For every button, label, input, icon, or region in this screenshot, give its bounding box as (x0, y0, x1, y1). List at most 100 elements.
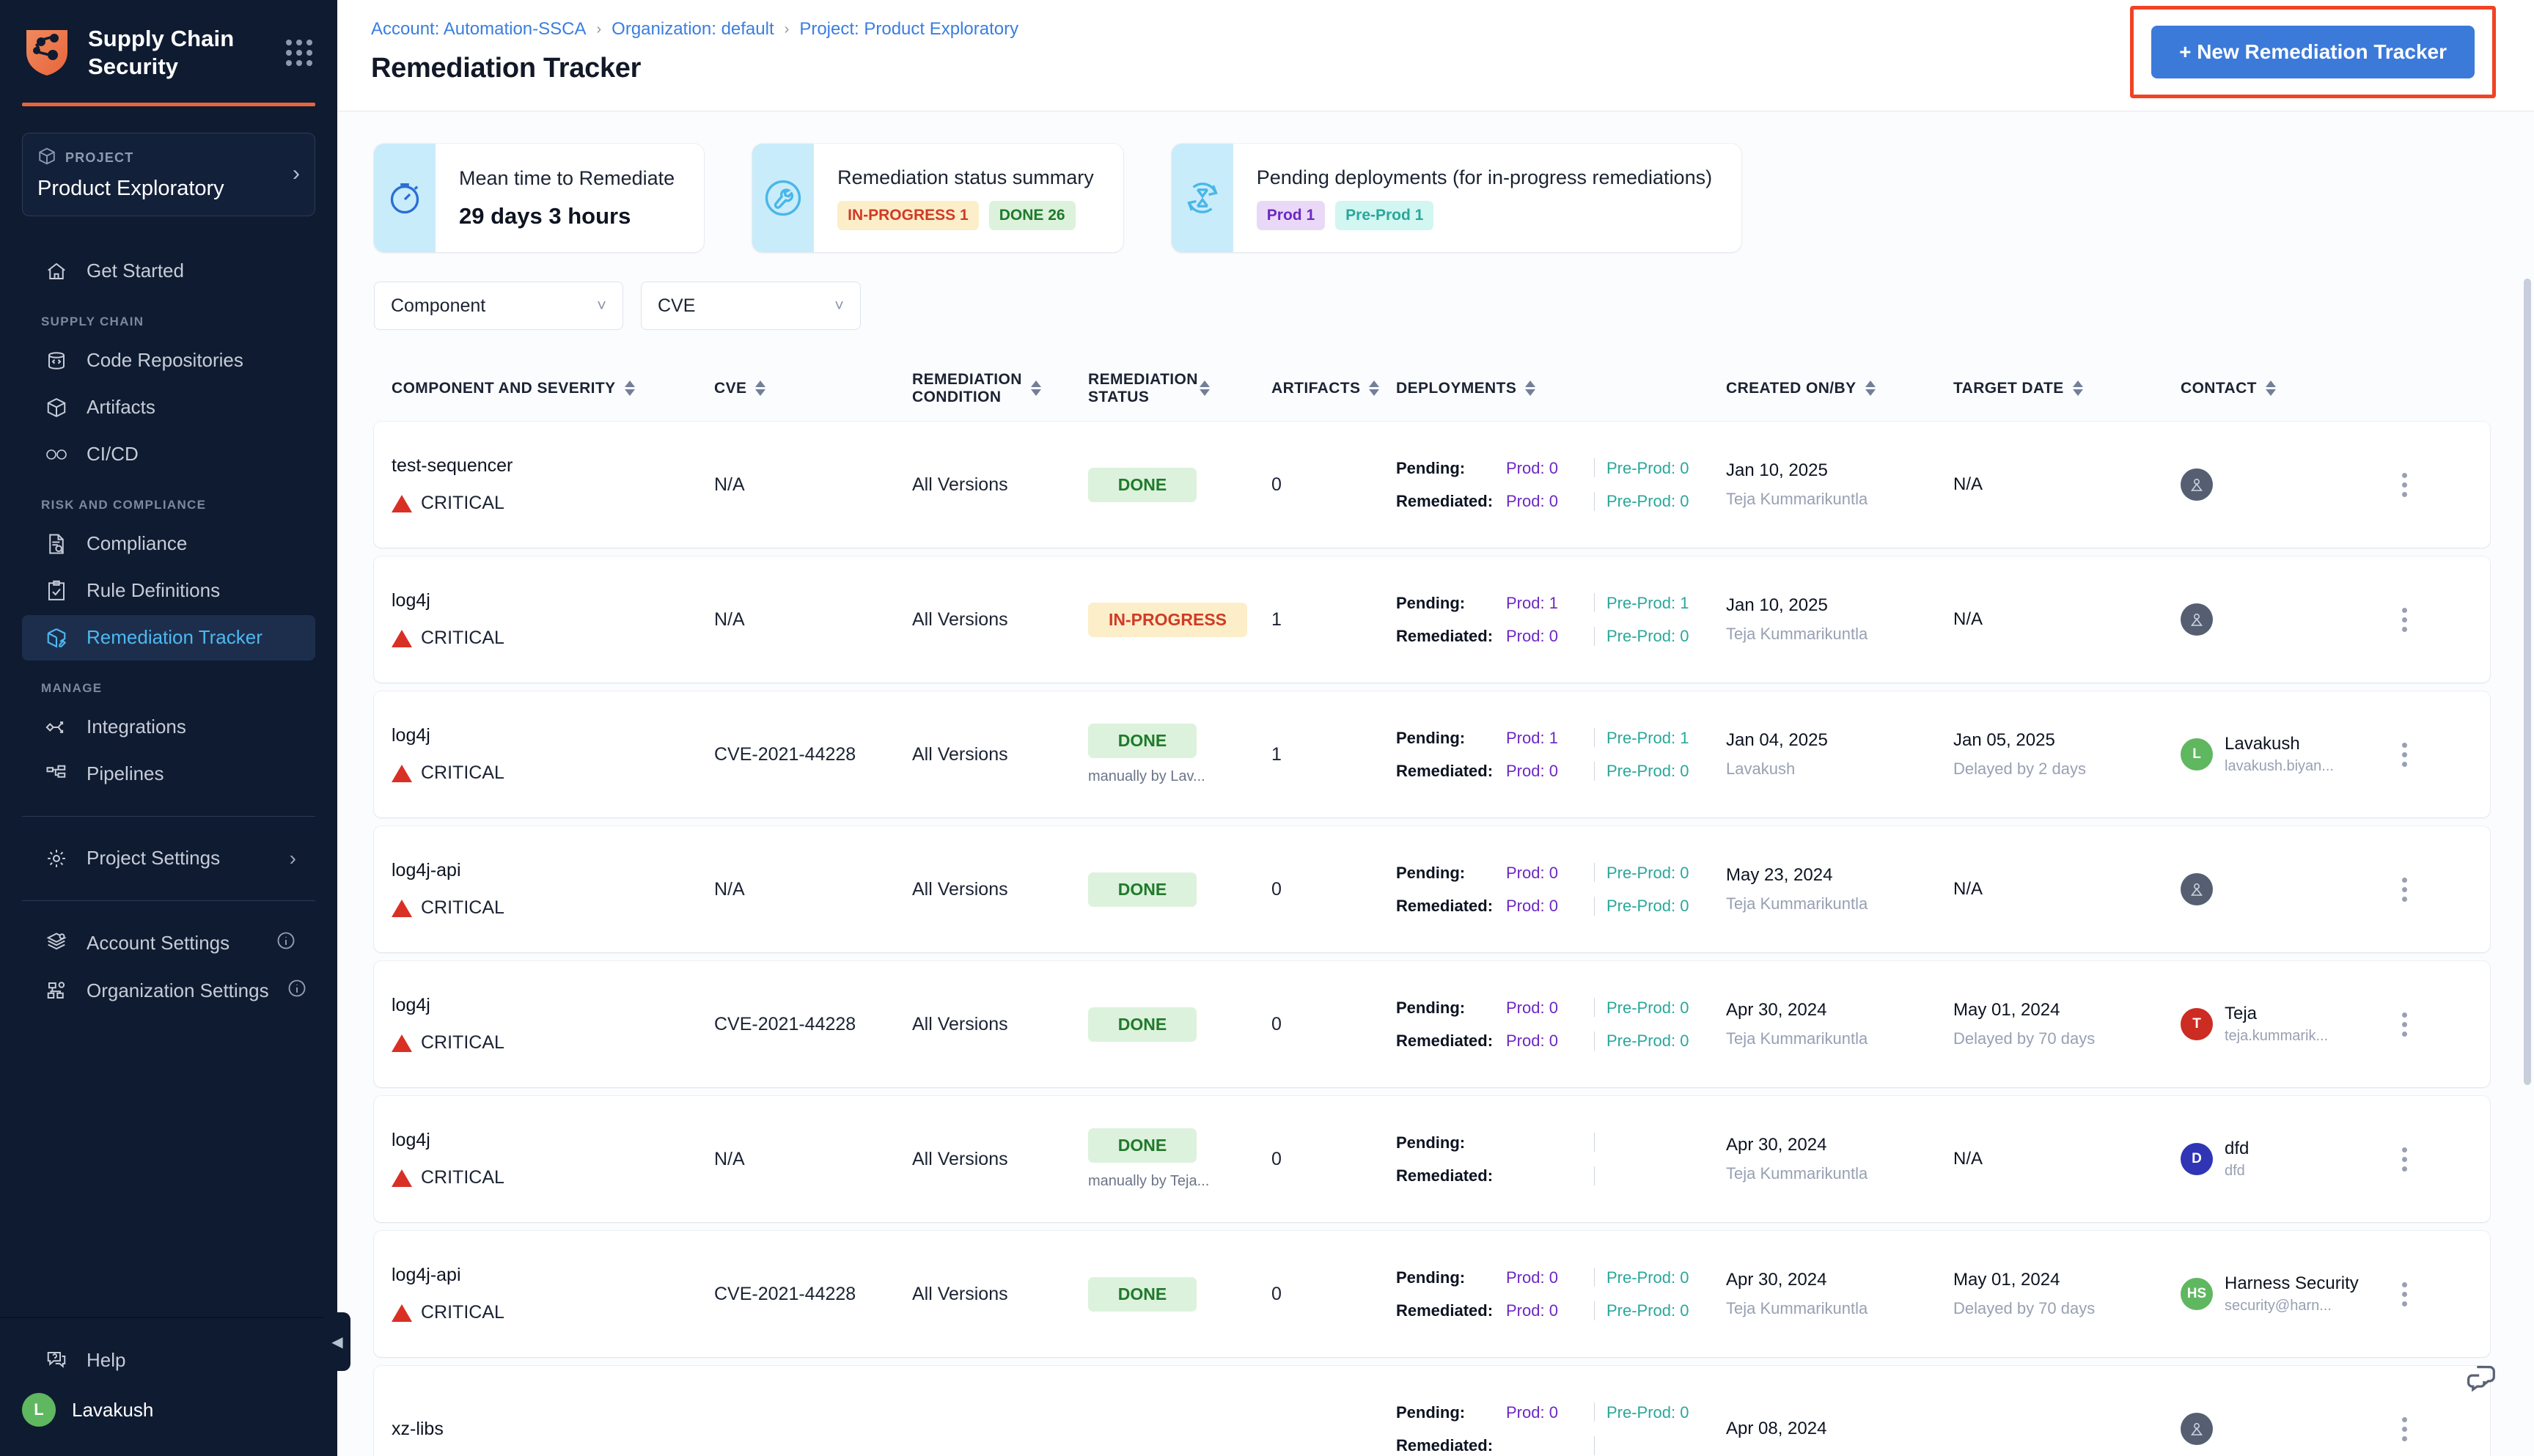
row-actions-menu-icon[interactable] (2379, 1005, 2430, 1044)
sort-icon[interactable] (624, 380, 635, 396)
column-header-component-and-severity[interactable]: COMPONENT AND SEVERITY (392, 380, 714, 397)
cell-created-on-by: Apr 30, 2024 Teja Kummarikuntla (1726, 1135, 1953, 1183)
artifacts-count: 0 (1271, 1148, 1282, 1169)
cell-artifacts: 0 (1271, 1149, 1396, 1170)
deployment-label: Remediated: (1396, 627, 1494, 646)
row-actions-menu-icon[interactable] (2379, 600, 2430, 639)
row-actions-menu-icon[interactable] (2379, 466, 2430, 504)
table-row[interactable]: log4j CRITICAL N/A All Versions DONE manu… (374, 1096, 2490, 1223)
table-row[interactable]: log4j CRITICAL N/A All Versions IN-PROGR… (374, 556, 2490, 683)
deployment-divider (1594, 998, 1595, 1018)
sidebar-item-artifacts[interactable]: Artifacts (22, 385, 315, 430)
sort-icon[interactable] (1031, 380, 1041, 397)
sort-icon[interactable] (2072, 380, 2083, 396)
sort-icon[interactable] (1200, 380, 1210, 397)
remediation-cube-icon (44, 625, 69, 650)
sidebar-item-pipelines[interactable]: Pipelines (22, 751, 315, 797)
cell-remediation-condition: All Versions (912, 879, 1088, 900)
column-header-deployments[interactable]: DEPLOYMENTS (1396, 380, 1726, 397)
sidebar-item-account-settings[interactable]: Account Settings (22, 920, 315, 966)
sort-icon[interactable] (1525, 380, 1536, 396)
cell-component-and-severity: log4j CRITICAL (392, 590, 714, 649)
artifacts-count: 0 (1271, 878, 1282, 900)
deployment-prod: Prod: 0 (1506, 897, 1558, 916)
cell-contact (2181, 468, 2379, 501)
cell-remediation-status: DONE manually by Teja... (1088, 1128, 1271, 1190)
column-header-contact[interactable]: CONTACT (2181, 380, 2379, 397)
condition-value: All Versions (912, 878, 1008, 900)
row-actions-menu-icon[interactable] (2379, 1410, 2430, 1449)
column-header-artifacts[interactable]: ARTIFACTS (1271, 380, 1396, 397)
deployment-label: Pending: (1396, 998, 1466, 1017)
table-row[interactable]: xz-libs Pending: Prod: 0 Pre-Prod: 0 Rem… (374, 1366, 2490, 1456)
target-date-subtext: Delayed by 2 days (1953, 760, 2086, 779)
cell-deployments: Pending: Prod: 0 Pre-Prod: 0 Remediated:… (1396, 458, 1726, 512)
sidebar-item-code-repositories[interactable]: Code Repositories (22, 338, 315, 383)
breadcrumb-account[interactable]: Account: Automation-SSCA (371, 19, 587, 39)
table-row[interactable]: log4j CRITICAL CVE-2021-44228 All Versio… (374, 961, 2490, 1088)
avatar: D (2181, 1143, 2213, 1176)
column-header-target-date[interactable]: TARGET DATE (1953, 380, 2181, 397)
app-grid-icon[interactable] (286, 37, 312, 69)
cell-remediation-status: DONE (1088, 1007, 1271, 1042)
deployment-divider (1594, 626, 1595, 646)
sidebar-item-ci-cd[interactable]: CI/CD (22, 432, 315, 477)
column-header-cve[interactable]: CVE (714, 380, 912, 397)
avatar: HS (2181, 1278, 2213, 1311)
filter-bar: Component ˅ CVE ˅ (337, 252, 2534, 330)
column-header-remediation-status[interactable]: REMEDIATION STATUS (1088, 371, 1271, 405)
sidebar-user[interactable]: L Lavakush (0, 1384, 337, 1435)
info-icon[interactable] (287, 978, 307, 1004)
chat-bubbles-icon[interactable] (2465, 1361, 2499, 1399)
contact-name: Harness Security (2225, 1273, 2359, 1293)
breadcrumb-project[interactable]: Project: Product Exploratory (799, 19, 1019, 39)
component-name: log4j (392, 590, 430, 611)
column-label: ARTIFACTS (1271, 379, 1361, 397)
sidebar-item-rule-definitions[interactable]: Rule Definitions (22, 568, 315, 614)
table-row[interactable]: log4j-api CRITICAL CVE-2021-44228 All Ve… (374, 1231, 2490, 1358)
table-row[interactable]: log4j-api CRITICAL N/A All Versions DONE… (374, 826, 2490, 953)
project-selector[interactable]: PROJECT Product Exploratory › (22, 132, 315, 216)
breadcrumb-organization[interactable]: Organization: default (612, 19, 774, 39)
table-row[interactable]: log4j CRITICAL CVE-2021-44228 All Versio… (374, 691, 2490, 818)
cell-created-on-by: May 23, 2024 Teja Kummarikuntla (1726, 865, 1953, 913)
row-actions-menu-icon[interactable] (2379, 735, 2430, 774)
sidebar-item-get-started[interactable]: Get Started (22, 249, 315, 294)
cve-value: N/A (714, 474, 745, 495)
column-header-remediation-condition[interactable]: REMEDIATION CONDITION (912, 371, 1088, 405)
cve-filter-select[interactable]: CVE ˅ (641, 282, 861, 330)
vertical-scrollbar[interactable] (2524, 279, 2531, 1085)
sort-icon[interactable] (1369, 380, 1380, 396)
row-actions-menu-icon[interactable] (2379, 870, 2430, 909)
target-date: N/A (1953, 609, 1983, 630)
new-remediation-tracker-button[interactable]: + New Remediation Tracker (2151, 26, 2475, 78)
sidebar-collapse-toggle[interactable]: ◀ (324, 1312, 350, 1371)
deployment-divider (1594, 728, 1595, 748)
severity-label: CRITICAL (421, 762, 504, 784)
cell-deployments: Pending: Remediated: (1396, 1133, 1726, 1186)
sidebar-item-integrations[interactable]: Integrations (22, 705, 315, 750)
row-actions-menu-icon[interactable] (2379, 1275, 2430, 1314)
card-mean-time-to-remediate: Mean time to Remediate 29 days 3 hours (374, 144, 705, 252)
sidebar-item-remediation-tracker[interactable]: Remediation Tracker (22, 614, 315, 661)
sidebar-item-help[interactable]: Help (22, 1337, 315, 1383)
avatar-placeholder-icon (2181, 603, 2213, 636)
created-date: Apr 30, 2024 (1726, 1000, 1827, 1021)
sidebar-item-project-settings[interactable]: Project Settings › (22, 836, 315, 881)
cell-artifacts: 0 (1271, 1284, 1396, 1305)
sidebar-item-organization-settings[interactable]: Organization Settings (22, 968, 315, 1014)
sort-icon[interactable] (1865, 380, 1876, 396)
info-icon[interactable] (276, 930, 296, 956)
column-label: CVE (714, 379, 747, 397)
table-row[interactable]: test-sequencer CRITICAL N/A All Versions… (374, 422, 2490, 548)
row-actions-menu-icon[interactable] (2379, 1140, 2430, 1179)
sidebar-item-compliance[interactable]: Compliance (22, 521, 315, 567)
created-by: Teja Kummarikuntla (1726, 625, 1868, 644)
column-header-created-on-by[interactable]: CREATED ON/BY (1726, 380, 1953, 397)
sort-icon[interactable] (2265, 380, 2276, 396)
deployment-divider (1594, 593, 1595, 613)
sort-icon[interactable] (755, 380, 766, 396)
cell-contact (2181, 873, 2379, 906)
component-filter-select[interactable]: Component ˅ (374, 282, 623, 330)
target-date-subtext: Delayed by 70 days (1953, 1299, 2096, 1318)
